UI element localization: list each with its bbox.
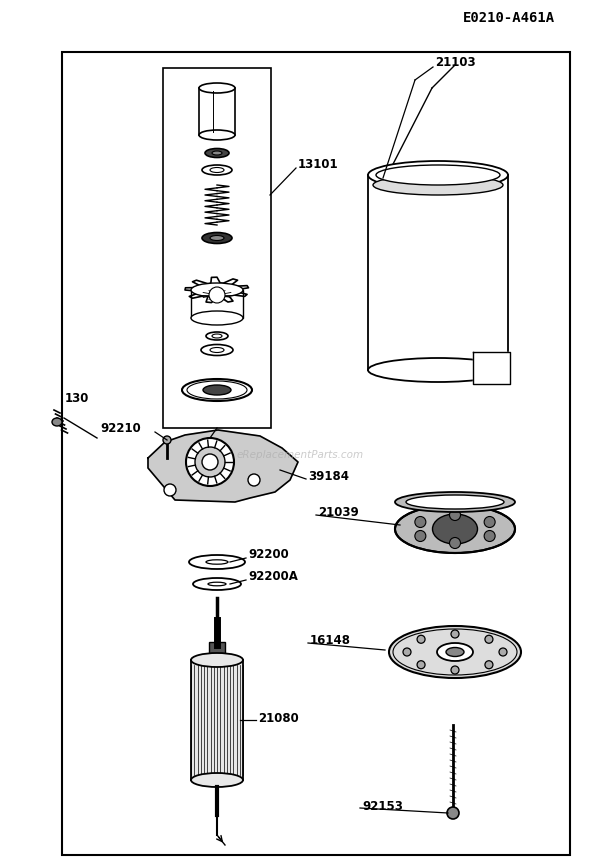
Text: 16148: 16148 (310, 634, 351, 647)
Text: 92153: 92153 (362, 799, 403, 812)
Text: 92200: 92200 (248, 548, 289, 561)
Ellipse shape (206, 559, 228, 565)
Polygon shape (473, 352, 510, 384)
Ellipse shape (432, 514, 477, 544)
Circle shape (415, 516, 426, 527)
Ellipse shape (210, 236, 224, 241)
Ellipse shape (210, 167, 224, 172)
Circle shape (403, 648, 411, 656)
Ellipse shape (205, 148, 229, 158)
Bar (209, 642, 225, 660)
Ellipse shape (395, 505, 515, 553)
Polygon shape (185, 277, 248, 302)
Ellipse shape (182, 379, 252, 401)
Circle shape (485, 661, 493, 669)
Text: 21080: 21080 (258, 712, 299, 725)
Ellipse shape (191, 311, 243, 325)
Ellipse shape (206, 332, 228, 340)
Ellipse shape (368, 161, 508, 189)
Text: 13101: 13101 (298, 158, 339, 171)
Bar (62, 52, 570, 855)
Ellipse shape (389, 626, 521, 678)
Ellipse shape (212, 334, 222, 338)
Text: eReplacementParts.com: eReplacementParts.com (237, 450, 363, 460)
Ellipse shape (189, 555, 245, 569)
Ellipse shape (52, 418, 62, 426)
Circle shape (484, 531, 495, 541)
Ellipse shape (368, 358, 508, 382)
Ellipse shape (191, 653, 243, 667)
Circle shape (447, 807, 459, 819)
Circle shape (499, 648, 507, 656)
Ellipse shape (202, 232, 232, 243)
Text: 39184: 39184 (308, 469, 349, 482)
Circle shape (195, 447, 225, 477)
Ellipse shape (191, 283, 243, 297)
Circle shape (450, 538, 461, 548)
Circle shape (417, 661, 425, 669)
Bar (191, 290, 243, 318)
Ellipse shape (191, 773, 243, 787)
Ellipse shape (212, 151, 222, 155)
Text: 21103: 21103 (435, 55, 476, 68)
Ellipse shape (199, 130, 235, 140)
Ellipse shape (446, 648, 464, 656)
Bar (191, 660, 243, 780)
Text: E0210-A461A: E0210-A461A (463, 11, 555, 25)
Ellipse shape (203, 385, 231, 395)
Circle shape (209, 287, 225, 303)
Bar (199, 88, 235, 135)
Circle shape (415, 531, 426, 541)
Ellipse shape (202, 165, 232, 175)
Circle shape (417, 636, 425, 643)
Circle shape (485, 636, 493, 643)
Text: 92200A: 92200A (248, 571, 298, 584)
Bar (163, 68, 271, 428)
Ellipse shape (406, 495, 504, 509)
Circle shape (186, 438, 234, 486)
Ellipse shape (373, 175, 503, 195)
Ellipse shape (208, 582, 226, 585)
Circle shape (248, 474, 260, 486)
Text: 130: 130 (65, 391, 89, 404)
Ellipse shape (437, 643, 473, 661)
Circle shape (451, 630, 459, 638)
Text: 21039: 21039 (318, 506, 359, 519)
Circle shape (450, 509, 461, 520)
Ellipse shape (201, 345, 233, 356)
Circle shape (202, 454, 218, 470)
Ellipse shape (210, 347, 224, 352)
Ellipse shape (199, 83, 235, 93)
Text: 92210: 92210 (100, 422, 141, 435)
Polygon shape (148, 430, 298, 502)
Circle shape (484, 516, 495, 527)
Ellipse shape (193, 578, 241, 590)
Ellipse shape (376, 165, 500, 185)
Circle shape (163, 436, 171, 444)
Ellipse shape (395, 492, 515, 512)
Circle shape (164, 484, 176, 496)
Circle shape (451, 666, 459, 674)
